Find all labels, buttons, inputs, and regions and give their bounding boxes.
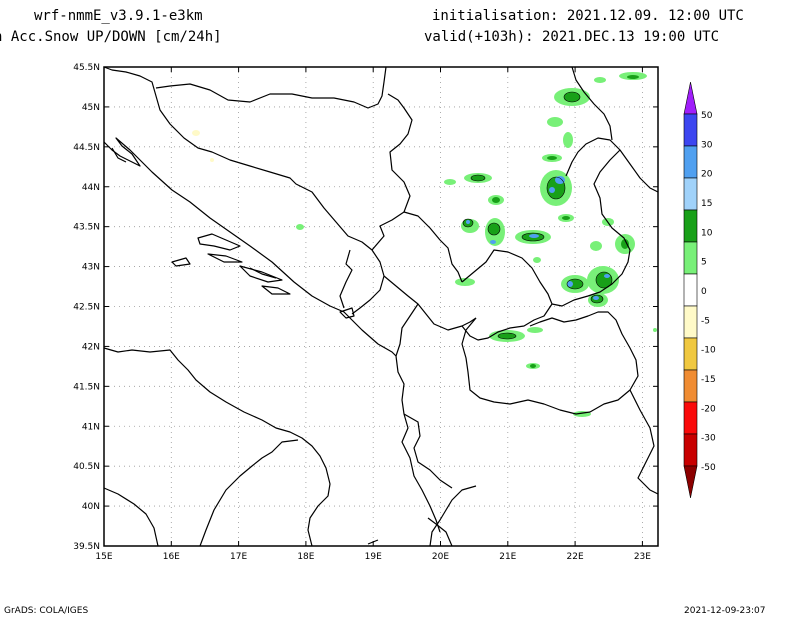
lon-label: 22E xyxy=(567,552,584,562)
lat-label: 40N xyxy=(82,502,100,512)
lat-label: 43N xyxy=(82,263,100,273)
legend-swatch xyxy=(683,337,698,371)
legend-swatch xyxy=(683,209,698,243)
legend-swatch xyxy=(683,241,698,275)
lat-label: 45.5N xyxy=(73,63,100,73)
legend-label: 30 xyxy=(701,140,713,150)
lat-label: 42N xyxy=(82,342,100,352)
legend-swatch xyxy=(683,369,698,403)
legend-swatch xyxy=(683,433,698,467)
lat-label: 43.5N xyxy=(73,223,100,233)
legend-swatch xyxy=(683,113,698,147)
legend-swatch xyxy=(683,305,698,339)
lon-label: 20E xyxy=(432,552,449,562)
legend-swatch xyxy=(683,177,698,211)
legend-swatch xyxy=(683,273,698,307)
model-title: wrf-nmmE_v3.9.1-e3km xyxy=(34,8,203,24)
lat-labels: 45.5N 45N 44.5N 44N 43.5N 43N 42.5N 42N 41.5N 41N… xyxy=(73,63,100,552)
legend-label: -30 xyxy=(701,434,716,444)
lon-label: 17E xyxy=(230,552,247,562)
legend-swatch xyxy=(683,401,698,435)
lon-label: 16E xyxy=(163,552,180,562)
lat-label: 41N xyxy=(82,422,100,432)
lat-label: 44N xyxy=(82,183,100,193)
lon-labels: 15E 16E 17E 18E 19E 20E 21E 22E 23E xyxy=(95,552,651,562)
coastlines-borders xyxy=(103,66,659,547)
lon-label: 19E xyxy=(365,552,382,562)
init-time: initialisation: 2021.12.09. 12:00 UTC xyxy=(432,8,744,24)
legend-label: 50 xyxy=(701,111,713,121)
lon-label: 21E xyxy=(499,552,516,562)
legend-cap-top xyxy=(683,81,698,115)
legend-label: 10 xyxy=(701,228,713,238)
legend-label: 5 xyxy=(701,258,707,268)
lat-label: 45N xyxy=(82,103,100,113)
lat-label: 40.5N xyxy=(73,462,100,472)
legend-label: 20 xyxy=(701,170,713,180)
axis-ticks xyxy=(103,66,658,547)
legend-label: 0 xyxy=(701,287,707,297)
lat-label: 41.5N xyxy=(73,382,100,392)
legend-swatch xyxy=(683,145,698,179)
legend-label: -15 xyxy=(701,375,716,385)
legend-cap-bottom xyxy=(683,465,698,499)
legend-label: -20 xyxy=(701,404,716,414)
lat-label: 42.5N xyxy=(73,303,100,313)
legend-label: -10 xyxy=(701,346,716,356)
lat-label: 44.5N xyxy=(73,143,100,153)
timestamp-text: 2021-12-09-23:07 xyxy=(684,606,766,616)
valid-time: valid(+103h): 2021.DEC.13 19:00 UTC xyxy=(424,29,720,45)
lat-label: 39.5N xyxy=(73,542,100,552)
snow-field xyxy=(192,72,657,417)
field-title: h Acc.Snow UP/DOWN [cm/24h] xyxy=(0,29,222,45)
credit-text: GrADS: COLA/IGES xyxy=(4,606,89,616)
legend-label: -50 xyxy=(701,463,716,473)
legend-label: 15 xyxy=(701,199,712,209)
lon-label: 15E xyxy=(95,552,112,562)
legend-label: -5 xyxy=(701,316,710,326)
map-plot xyxy=(103,66,659,547)
lon-label: 23E xyxy=(634,552,651,562)
lon-label: 18E xyxy=(297,552,314,562)
